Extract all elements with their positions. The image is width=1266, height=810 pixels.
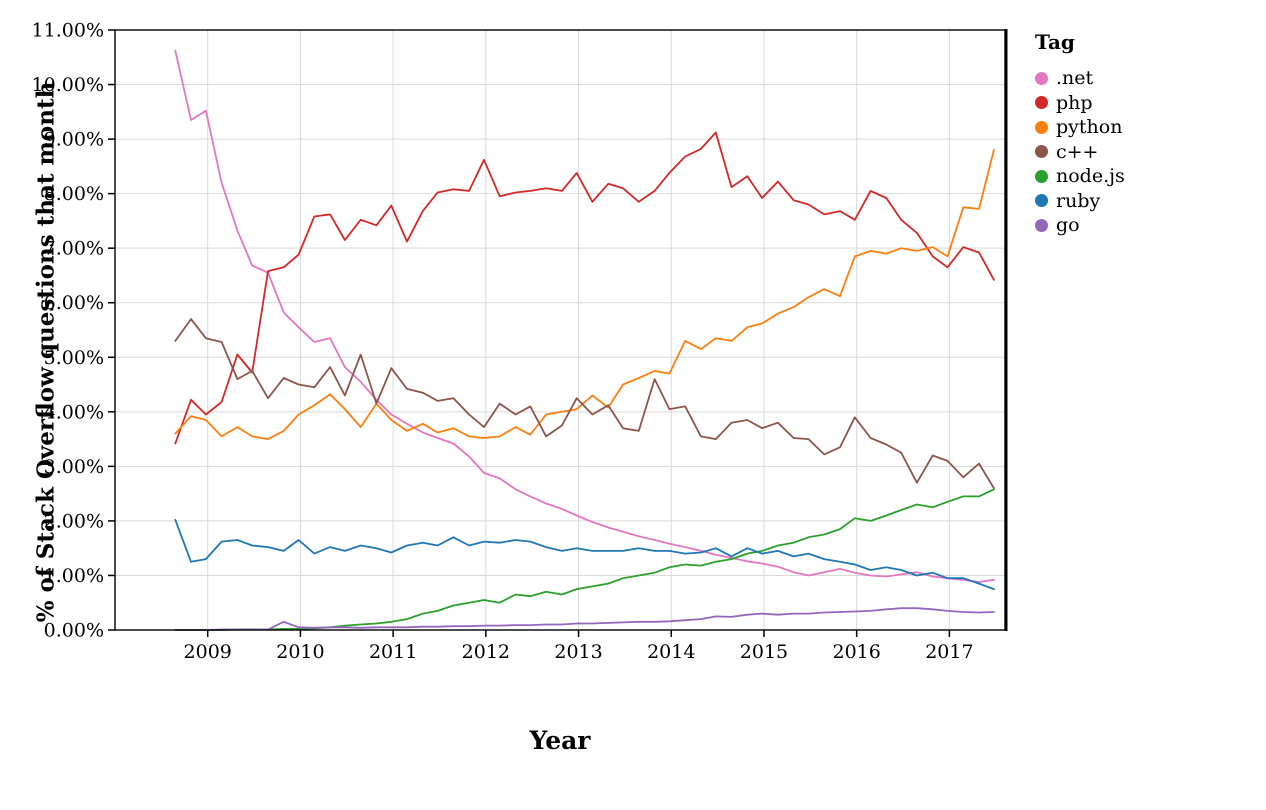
- x-tick-label: 2009: [184, 641, 232, 663]
- y-tick-label: 8.00%: [44, 183, 104, 205]
- x-tick-label: 2013: [554, 641, 602, 663]
- legend-label: php: [1056, 91, 1093, 114]
- legend-swatch-icon: [1035, 145, 1048, 159]
- x-axis-title: Year: [529, 726, 591, 755]
- legend-label: python: [1056, 116, 1123, 139]
- y-tick-label: 7.00%: [44, 238, 104, 260]
- legend-label: node.js: [1056, 165, 1125, 188]
- y-tick-label: 1.00%: [44, 565, 104, 587]
- y-tick-label: 5.00%: [44, 347, 104, 369]
- y-tick-label: 9.00%: [44, 129, 104, 151]
- legend-swatch-icon: [1035, 71, 1048, 85]
- y-tick-label: 2.00%: [44, 510, 104, 532]
- y-tick-label: 10.00%: [32, 74, 104, 96]
- x-tick-label: 2015: [740, 641, 788, 663]
- legend-title: Tag: [1035, 30, 1075, 54]
- y-tick-label: 6.00%: [44, 292, 104, 314]
- legend: Tag .net php python c++ node.js ruby go: [1035, 30, 1125, 238]
- x-tick-label: 2011: [369, 641, 417, 663]
- x-tick-label: 2012: [462, 641, 510, 663]
- x-tick-label: 2016: [832, 641, 880, 663]
- line-python: [174, 149, 995, 441]
- legend-item-nodejs: node.js: [1035, 164, 1125, 189]
- legend-item-php: php: [1035, 91, 1125, 116]
- line-nodejs: [174, 488, 995, 631]
- x-tick-label: 2017: [925, 641, 973, 663]
- x-tick-label: 2014: [647, 641, 695, 663]
- legend-swatch-icon: [1035, 169, 1048, 183]
- y-tick-label: 11.00%: [32, 20, 104, 42]
- legend-item-python: python: [1035, 115, 1125, 140]
- legend-items: .net php python c++ node.js ruby go: [1035, 66, 1125, 238]
- x-tick-label: 2010: [276, 641, 324, 663]
- legend-label: ruby: [1056, 189, 1101, 212]
- legend-label: c++: [1056, 140, 1099, 163]
- y-tick-label: 0.00%: [44, 620, 104, 642]
- legend-item-dotnet: .net: [1035, 66, 1125, 91]
- legend-label: go: [1056, 214, 1080, 237]
- legend-swatch-icon: [1035, 194, 1048, 208]
- legend-label: .net: [1056, 67, 1094, 90]
- legend-item-cpp: c++: [1035, 140, 1125, 165]
- legend-swatch-icon: [1035, 218, 1048, 232]
- line-cpp: [174, 318, 995, 490]
- line-dotnet: [174, 49, 995, 583]
- line-ruby: [174, 518, 995, 590]
- line-go: [174, 607, 995, 631]
- legend-swatch-icon: [1035, 120, 1048, 134]
- y-tick-label: 4.00%: [44, 401, 104, 423]
- y-tick-label: 3.00%: [44, 456, 104, 478]
- legend-item-go: go: [1035, 213, 1125, 238]
- plot-border: [114, 29, 1006, 631]
- legend-item-ruby: ruby: [1035, 189, 1125, 214]
- legend-swatch-icon: [1035, 96, 1048, 110]
- line-php: [174, 131, 995, 445]
- y-axis-title: % of Stack Overflow questions that month: [32, 81, 60, 623]
